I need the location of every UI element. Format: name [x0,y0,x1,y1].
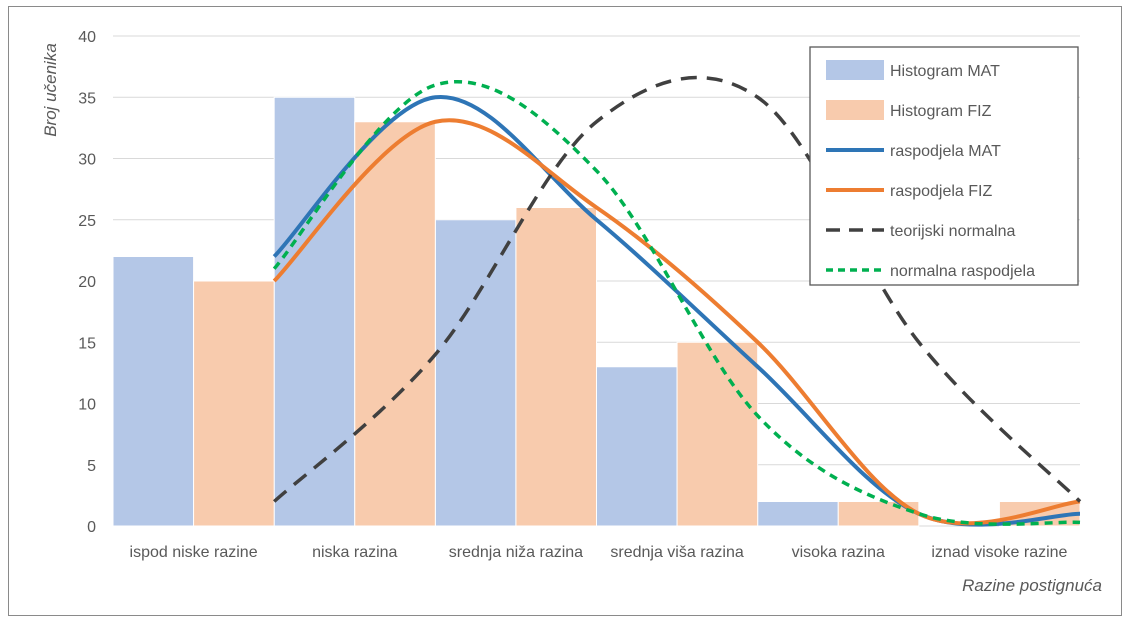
bar-histogram-fiz-3 [676,341,759,527]
x-tick-label-niska-razina: niska razina [312,544,397,561]
x-tick-label-ispod-niske-razine: ispod niske razine [130,544,258,561]
x-tick-label-srednja-vi-a-razina: srednja viša razina [610,544,744,561]
legend-box [809,46,1079,286]
x-tick-labels: ispod niske razine niska razina srednja ni… [130,544,1068,561]
bar-histogram-mat-0 [112,256,195,527]
y-axis-title: Broj učenika [41,43,60,137]
y-tick-label-5: 5 [87,458,96,475]
y-tick-label-25: 25 [78,213,96,230]
y-tick-label-0: 0 [87,519,96,536]
line-teorijski-normalna [272,75,1082,503]
y-tick-label-20: 20 [78,274,96,291]
y-tick-labels: 0 5 10 15 20 25 30 35 40 [78,29,96,536]
legend-swatch-histogram-mat [826,60,884,80]
legend-label-histogram-mat: Histogram MAT [890,63,1000,80]
legend-label-teorijski-normalna: teorijski normalna [890,223,1015,240]
x-tick-label-iznad-visoke-razine: iznad visoke razine [931,544,1067,561]
legend: Histogram MAT Histogram FIZ raspodjela MAT… [809,46,1079,286]
y-tick-label-35: 35 [78,90,96,107]
y-tick-label-10: 10 [78,397,96,414]
legend-swatch-histogram-fiz [826,100,884,120]
y-tick-label-30: 30 [78,152,96,169]
bar-histogram-mat-4 [757,501,839,527]
x-tick-label-visoka-razina: visoka razina [792,544,885,561]
legend-label-normalna-raspodjela: normalna raspodjela [890,263,1035,280]
legend-label-histogram-fiz: Histogram FIZ [890,103,992,120]
series-lines [272,75,1082,527]
x-tick-label-srednja-ni-a-razina: srednja niža razina [449,544,583,561]
legend-label-raspodjela-mat: raspodjela MAT [890,143,1001,160]
line-normalna-raspodjela [272,79,1081,526]
bar-histogram-mat-1 [273,96,356,527]
y-tick-label-40: 40 [78,29,96,46]
bars [112,96,1081,527]
bar-histogram-mat-3 [596,366,678,527]
bar-histogram-fiz-0 [193,280,275,527]
y-tick-label-15: 15 [78,335,96,352]
legend-label-raspodjela-fiz: raspodjela FIZ [890,183,992,200]
x-axis-title: Razine postignuća [962,576,1102,595]
bar-histogram-fiz-1 [354,121,436,527]
bar-histogram-fiz-2 [515,207,598,527]
bar-histogram-mat-2 [434,219,517,527]
